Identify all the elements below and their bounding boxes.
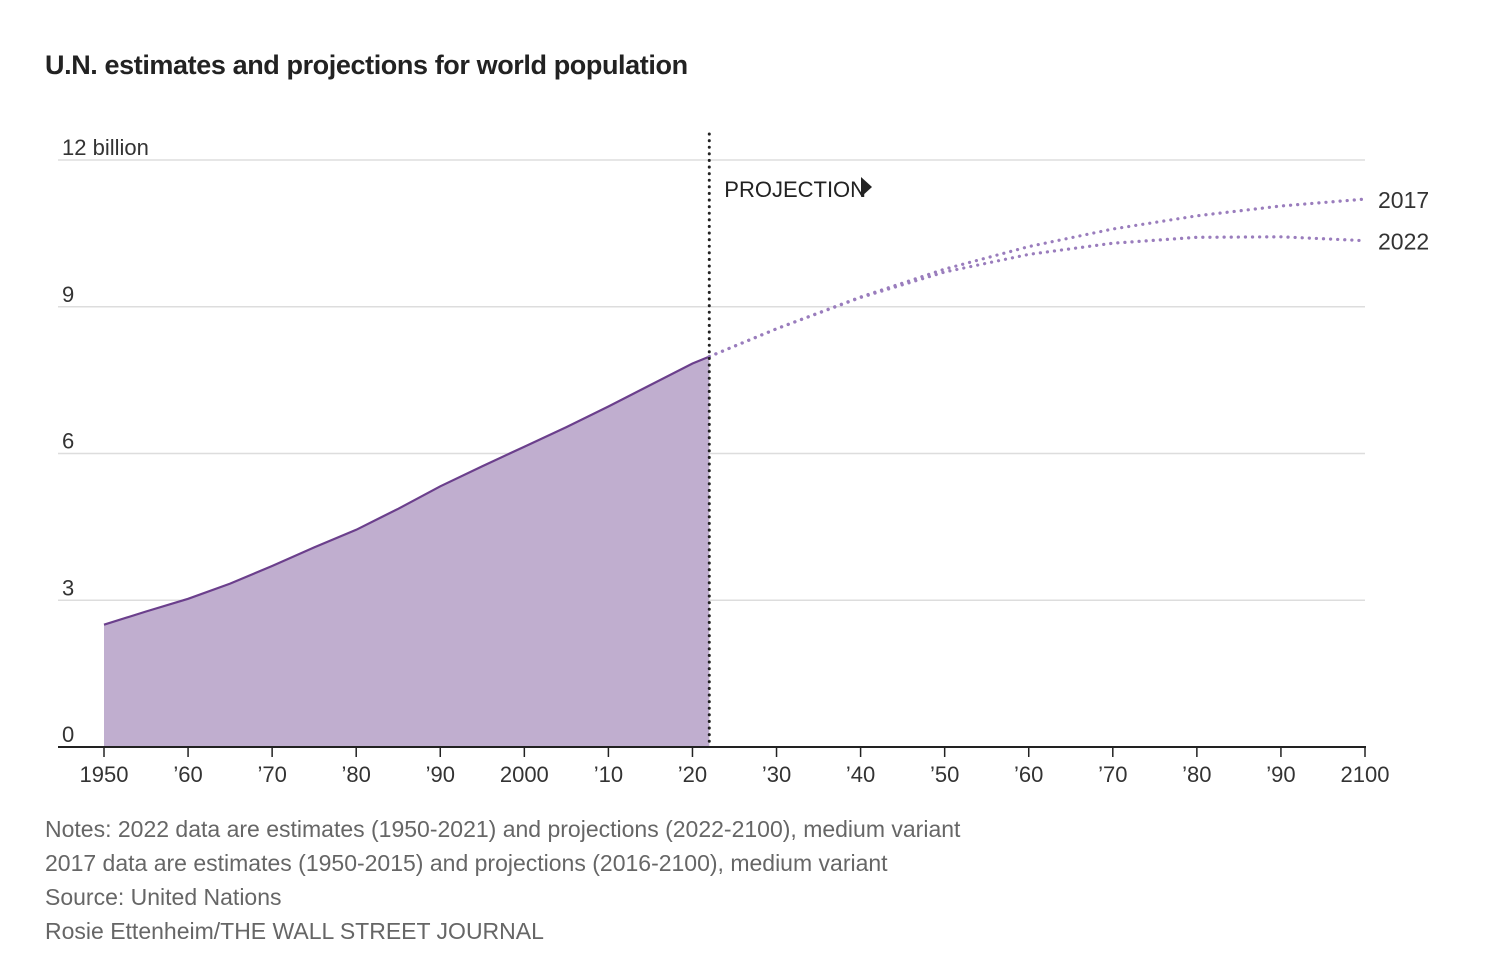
y-tick-label-9: 9 bbox=[62, 282, 74, 307]
x-tick-label-1970: ’70 bbox=[257, 762, 286, 787]
x-tick-label-2000: 2000 bbox=[500, 762, 549, 787]
x-tick-label-2090: ’90 bbox=[1266, 762, 1295, 787]
x-tick-label-2030: ’30 bbox=[762, 762, 791, 787]
x-tick-label-2040: ’40 bbox=[846, 762, 875, 787]
x-tick-label-2060: ’60 bbox=[1014, 762, 1043, 787]
source-note: Source: United Nations bbox=[45, 884, 282, 910]
chart-title: U.N. estimates and projections for world… bbox=[45, 50, 688, 80]
y-tick-label-3: 3 bbox=[62, 575, 74, 600]
estimates-area-fill bbox=[104, 356, 710, 747]
axes bbox=[58, 132, 1366, 757]
credit-note: Rosie Ettenheim/THE WALL STREET JOURNAL bbox=[45, 918, 544, 944]
note-2017-data: 2017 data are estimates (1950-2015) and … bbox=[45, 850, 888, 876]
series-label-2022: 2022 bbox=[1378, 229, 1429, 255]
x-tick-label-2020: ’20 bbox=[678, 762, 707, 787]
x-tick-label-1990: ’90 bbox=[426, 762, 455, 787]
x-tick-label-2070: ’70 bbox=[1098, 762, 1127, 787]
x-tick-label-2080: ’80 bbox=[1182, 762, 1211, 787]
projection-label: PROJECTION bbox=[724, 177, 866, 202]
projection-lines bbox=[707, 197, 1367, 359]
gridlines bbox=[58, 159, 1365, 601]
y-tick-label-0: 0 bbox=[62, 722, 74, 747]
x-tick-label-1950: 1950 bbox=[80, 762, 129, 787]
x-tick-label-2050: ’50 bbox=[930, 762, 959, 787]
y-tick-label-6: 6 bbox=[62, 429, 74, 454]
projection-arrow-icon bbox=[861, 177, 872, 197]
x-tick-label-2010: ’10 bbox=[594, 762, 623, 787]
chart-notes: Notes: 2022 data are estimates (1950-202… bbox=[45, 812, 960, 948]
y-tick-label-12: 12 billion bbox=[62, 135, 149, 160]
series-label-2017: 2017 bbox=[1378, 187, 1429, 213]
x-tick-label-1980: ’80 bbox=[342, 762, 371, 787]
estimates-line bbox=[103, 355, 710, 626]
projection-line-2017 bbox=[707, 197, 1367, 359]
labels: 0 3 6 9 12 billion 2017 2022 PROJECTION 1950 ’60 ’… bbox=[62, 135, 1429, 787]
x-tick-label-1960: ’60 bbox=[173, 762, 202, 787]
x-tick-label-2100: 2100 bbox=[1341, 762, 1390, 787]
note-2022-data: Notes: 2022 data are estimates (1950-202… bbox=[45, 816, 961, 842]
projection-line-2022 bbox=[707, 235, 1367, 359]
estimates-area bbox=[103, 355, 710, 747]
